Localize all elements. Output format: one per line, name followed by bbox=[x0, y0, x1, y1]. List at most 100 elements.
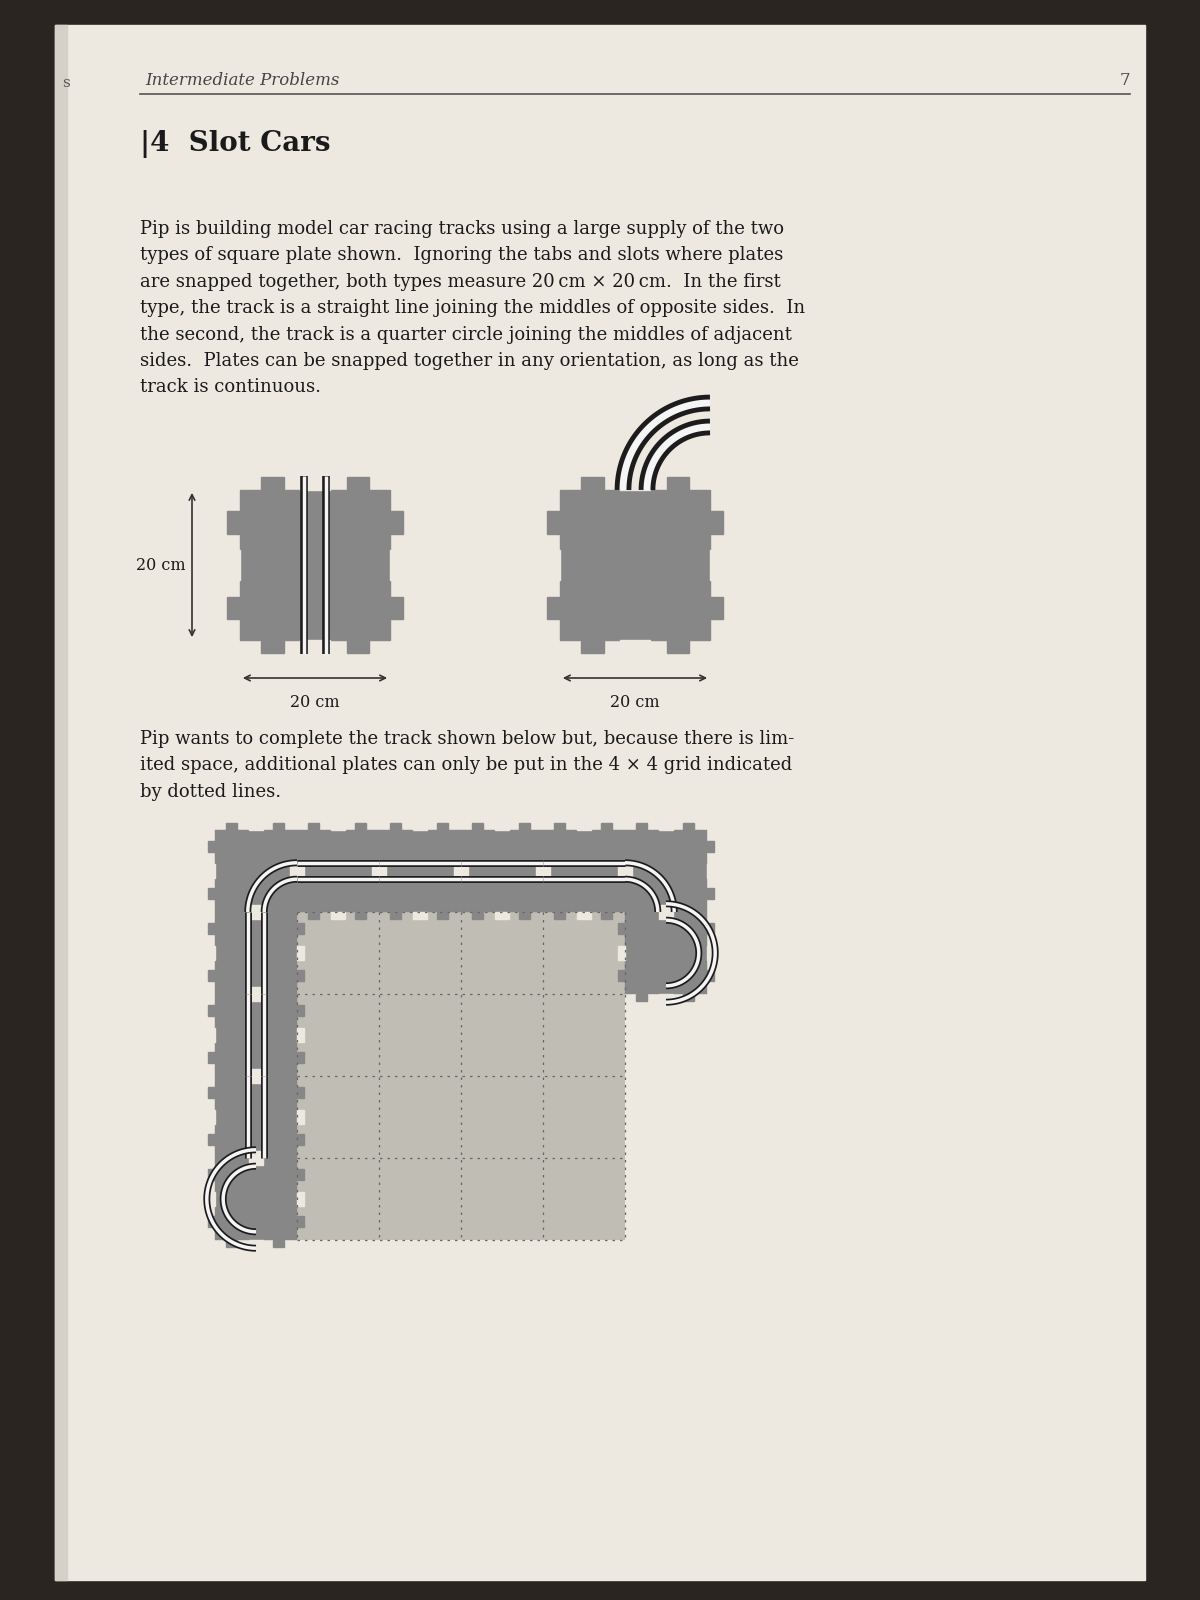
Bar bbox=[355, 912, 366, 920]
Bar bbox=[298, 1075, 379, 1158]
Text: 20 cm: 20 cm bbox=[137, 557, 186, 573]
Bar bbox=[494, 822, 509, 830]
Bar bbox=[208, 1216, 215, 1227]
Bar bbox=[227, 1158, 238, 1165]
Bar bbox=[298, 1134, 305, 1146]
Bar bbox=[208, 888, 215, 899]
Text: Intermediate Problems: Intermediate Problems bbox=[145, 72, 340, 90]
Bar bbox=[248, 1158, 263, 1165]
Bar bbox=[227, 904, 238, 912]
Text: 7: 7 bbox=[1120, 72, 1130, 90]
Bar bbox=[620, 640, 650, 653]
Bar bbox=[535, 842, 542, 853]
Bar bbox=[274, 1150, 284, 1158]
Bar bbox=[248, 994, 263, 1002]
Bar bbox=[208, 1192, 215, 1206]
Bar bbox=[227, 987, 238, 994]
Bar bbox=[331, 912, 346, 920]
Bar bbox=[248, 1150, 263, 1158]
Bar bbox=[227, 912, 238, 920]
Bar bbox=[208, 1170, 215, 1181]
Bar bbox=[262, 640, 283, 653]
Bar bbox=[601, 912, 612, 920]
Bar bbox=[248, 1069, 263, 1075]
Bar bbox=[227, 597, 240, 619]
Bar bbox=[274, 904, 284, 912]
Bar bbox=[636, 912, 647, 920]
Bar bbox=[683, 994, 694, 1002]
Bar bbox=[379, 888, 386, 899]
Bar bbox=[542, 864, 551, 878]
Bar bbox=[454, 864, 461, 878]
Bar bbox=[298, 842, 305, 853]
Bar bbox=[683, 904, 694, 912]
Bar bbox=[461, 830, 542, 912]
Bar bbox=[308, 822, 319, 830]
Bar bbox=[274, 994, 284, 1002]
Bar bbox=[298, 830, 379, 912]
Bar bbox=[262, 477, 283, 490]
Bar bbox=[227, 1240, 238, 1248]
Bar bbox=[372, 842, 379, 853]
Bar bbox=[298, 970, 305, 981]
Bar bbox=[215, 830, 298, 912]
Bar bbox=[390, 510, 403, 533]
Bar bbox=[240, 490, 390, 640]
Bar bbox=[625, 842, 632, 853]
Bar bbox=[413, 912, 427, 920]
Bar bbox=[707, 946, 714, 960]
Bar bbox=[437, 912, 448, 920]
Bar bbox=[298, 1192, 305, 1206]
Bar bbox=[208, 946, 215, 960]
Bar bbox=[227, 550, 240, 579]
Bar bbox=[601, 822, 612, 830]
Bar bbox=[300, 640, 330, 653]
Bar bbox=[461, 1075, 542, 1158]
Bar bbox=[707, 970, 714, 981]
Bar bbox=[390, 822, 401, 830]
Bar bbox=[379, 1075, 461, 1158]
Bar bbox=[298, 1088, 305, 1098]
Bar bbox=[707, 842, 714, 853]
Bar bbox=[581, 640, 604, 653]
Bar bbox=[208, 842, 215, 853]
Bar bbox=[542, 830, 625, 912]
Bar bbox=[372, 888, 379, 899]
Bar bbox=[298, 1027, 305, 1042]
Bar bbox=[227, 510, 240, 533]
Bar bbox=[461, 912, 542, 994]
Text: 20 cm: 20 cm bbox=[610, 694, 660, 710]
Bar bbox=[547, 510, 560, 533]
Bar bbox=[55, 26, 67, 1581]
Bar bbox=[208, 970, 215, 981]
Bar bbox=[707, 864, 714, 878]
Bar bbox=[390, 912, 401, 920]
Bar bbox=[227, 1075, 238, 1083]
Bar bbox=[620, 477, 650, 490]
Bar bbox=[298, 1216, 305, 1227]
Bar bbox=[274, 912, 284, 920]
Bar bbox=[227, 1069, 238, 1075]
Bar bbox=[542, 912, 625, 994]
Bar bbox=[289, 842, 298, 853]
Bar bbox=[473, 912, 484, 920]
Bar bbox=[248, 912, 263, 920]
Bar bbox=[355, 822, 366, 830]
Bar bbox=[379, 994, 461, 1075]
Bar bbox=[289, 888, 298, 899]
Bar bbox=[379, 830, 461, 912]
Bar bbox=[636, 822, 647, 830]
Bar bbox=[461, 842, 468, 853]
Bar bbox=[520, 912, 530, 920]
Bar bbox=[215, 1158, 298, 1240]
Bar bbox=[542, 1158, 625, 1240]
Bar bbox=[208, 1110, 215, 1125]
Bar bbox=[554, 912, 565, 920]
Bar bbox=[298, 1053, 305, 1062]
Bar bbox=[215, 1075, 298, 1158]
Bar bbox=[379, 842, 386, 853]
Bar bbox=[437, 822, 448, 830]
Bar bbox=[636, 904, 647, 912]
Bar bbox=[618, 970, 625, 981]
Bar bbox=[666, 477, 689, 490]
